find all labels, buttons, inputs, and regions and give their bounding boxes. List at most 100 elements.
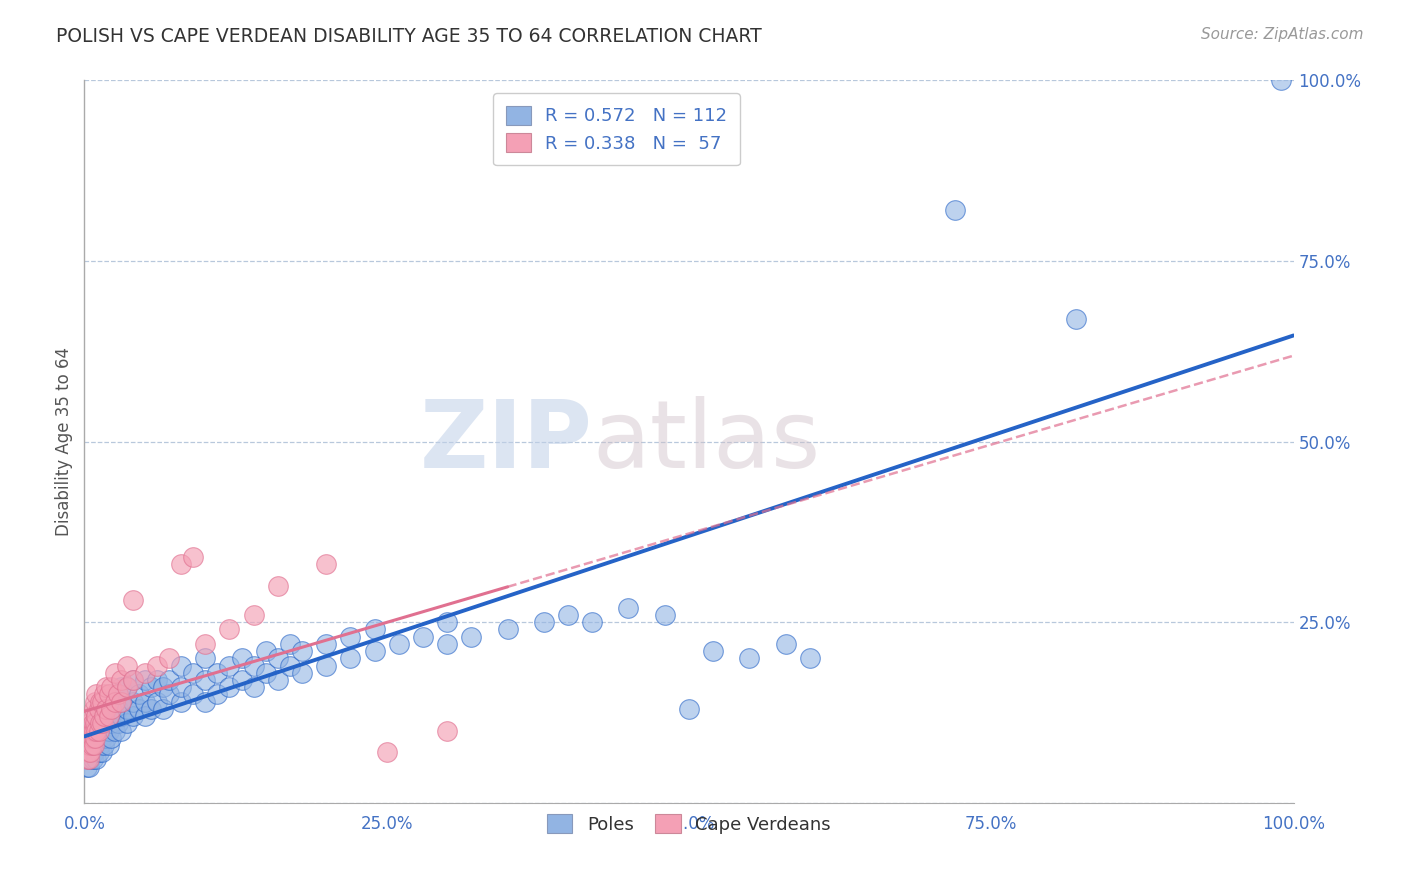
Point bbox=[84, 738, 107, 752]
Point bbox=[89, 695, 111, 709]
Point bbox=[83, 716, 105, 731]
Point bbox=[82, 738, 104, 752]
Point bbox=[678, 702, 700, 716]
Point bbox=[170, 558, 193, 572]
Point bbox=[134, 709, 156, 723]
Point bbox=[80, 723, 103, 738]
Point bbox=[315, 558, 337, 572]
Point bbox=[242, 658, 264, 673]
Point bbox=[115, 702, 138, 716]
Point bbox=[82, 752, 104, 766]
Point bbox=[194, 651, 217, 665]
Point bbox=[89, 716, 111, 731]
Point bbox=[139, 680, 162, 694]
Point bbox=[107, 687, 129, 701]
Point bbox=[110, 695, 132, 709]
Point bbox=[87, 702, 110, 716]
Point bbox=[134, 695, 156, 709]
Point bbox=[91, 716, 114, 731]
Point bbox=[97, 723, 120, 738]
Point bbox=[254, 665, 277, 680]
Point bbox=[134, 665, 156, 680]
Point bbox=[80, 738, 103, 752]
Point bbox=[231, 651, 253, 665]
Point bbox=[76, 752, 98, 766]
Point bbox=[496, 623, 519, 637]
Point bbox=[170, 658, 193, 673]
Point bbox=[460, 630, 482, 644]
Point bbox=[86, 709, 108, 723]
Point bbox=[242, 680, 264, 694]
Point bbox=[97, 687, 120, 701]
Point bbox=[84, 716, 107, 731]
Point bbox=[91, 745, 114, 759]
Point bbox=[86, 723, 108, 738]
Point bbox=[581, 615, 603, 630]
Point bbox=[115, 680, 138, 694]
Point bbox=[115, 658, 138, 673]
Point bbox=[139, 702, 162, 716]
Point bbox=[93, 687, 115, 701]
Point bbox=[315, 637, 337, 651]
Point bbox=[110, 709, 132, 723]
Point bbox=[79, 752, 101, 766]
Point bbox=[157, 651, 180, 665]
Point bbox=[86, 752, 108, 766]
Point bbox=[100, 702, 122, 716]
Text: Source: ZipAtlas.com: Source: ZipAtlas.com bbox=[1201, 27, 1364, 42]
Point bbox=[110, 680, 132, 694]
Point bbox=[84, 731, 107, 745]
Point bbox=[146, 673, 169, 687]
Point bbox=[152, 680, 174, 694]
Point bbox=[86, 738, 108, 752]
Point bbox=[278, 658, 301, 673]
Point bbox=[83, 723, 105, 738]
Point bbox=[557, 607, 579, 622]
Point bbox=[436, 615, 458, 630]
Point bbox=[77, 752, 100, 766]
Point bbox=[80, 745, 103, 759]
Text: POLISH VS CAPE VERDEAN DISABILITY AGE 35 TO 64 CORRELATION CHART: POLISH VS CAPE VERDEAN DISABILITY AGE 35… bbox=[56, 27, 762, 45]
Point bbox=[134, 673, 156, 687]
Point bbox=[218, 623, 240, 637]
Point bbox=[104, 723, 127, 738]
Point bbox=[89, 738, 111, 752]
Point bbox=[110, 723, 132, 738]
Point bbox=[87, 731, 110, 745]
Point bbox=[84, 723, 107, 738]
Y-axis label: Disability Age 35 to 64: Disability Age 35 to 64 bbox=[55, 347, 73, 536]
Point bbox=[107, 687, 129, 701]
Point bbox=[412, 630, 434, 644]
Point bbox=[617, 600, 640, 615]
Text: ZIP: ZIP bbox=[419, 395, 592, 488]
Point bbox=[170, 680, 193, 694]
Point bbox=[315, 658, 337, 673]
Point bbox=[97, 709, 120, 723]
Point bbox=[76, 760, 98, 774]
Point bbox=[278, 637, 301, 651]
Point bbox=[86, 687, 108, 701]
Point bbox=[436, 723, 458, 738]
Point bbox=[100, 716, 122, 731]
Point bbox=[267, 651, 290, 665]
Point bbox=[82, 731, 104, 745]
Point bbox=[194, 673, 217, 687]
Point bbox=[77, 752, 100, 766]
Point bbox=[121, 673, 143, 687]
Point bbox=[79, 716, 101, 731]
Point bbox=[115, 680, 138, 694]
Point bbox=[104, 695, 127, 709]
Point bbox=[100, 702, 122, 716]
Point bbox=[83, 738, 105, 752]
Point bbox=[128, 702, 150, 716]
Point bbox=[91, 731, 114, 745]
Point bbox=[86, 709, 108, 723]
Point bbox=[86, 723, 108, 738]
Point bbox=[80, 709, 103, 723]
Point bbox=[91, 702, 114, 716]
Point bbox=[87, 723, 110, 738]
Point bbox=[107, 716, 129, 731]
Point bbox=[94, 702, 117, 716]
Point bbox=[94, 702, 117, 716]
Point bbox=[436, 637, 458, 651]
